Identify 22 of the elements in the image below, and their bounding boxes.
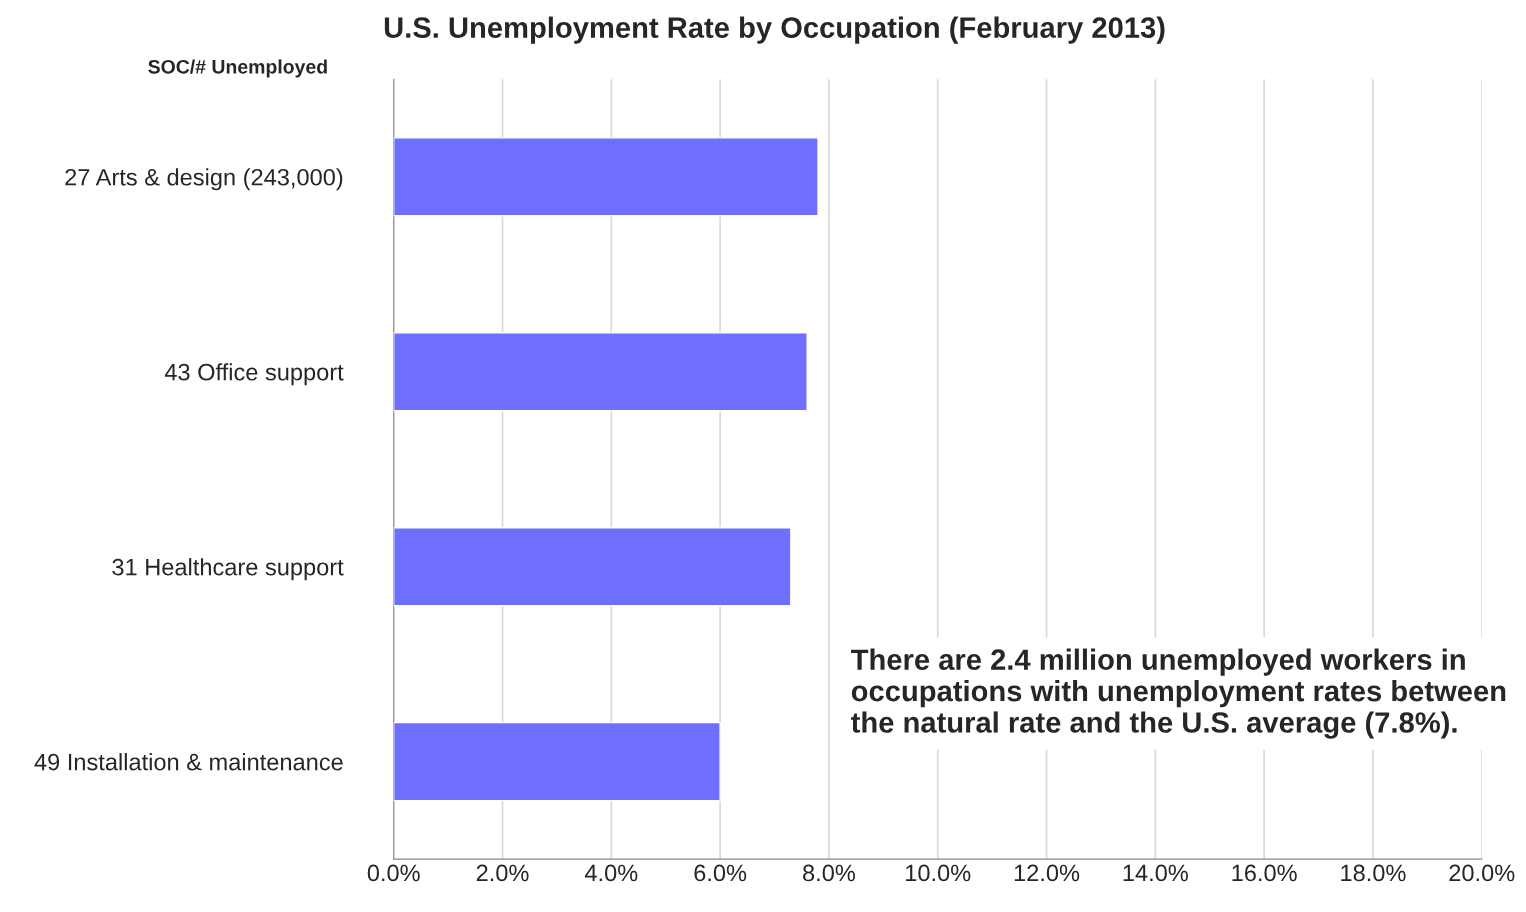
y-tick-label: 27 Arts & design (243,000)	[65, 168, 343, 191]
x-tick-label: 10.0%	[906, 864, 971, 882]
x-tick-label: 0.0%	[367, 864, 420, 882]
y-tick-label: 43 Office support	[164, 363, 344, 386]
annotation: There are 2.4 million unemployed workers in occupations with unemployment rates between the natural rate and the U.S. average (7.8%).	[851, 648, 1506, 739]
y-tick-label: 31 Healthcare support	[112, 558, 344, 581]
bar	[393, 721, 721, 802]
y-axis-title: SOC/# Unemployed	[148, 59, 327, 78]
x-tick-label: 4.0%	[584, 864, 638, 882]
y-tick-label: 49 Installation & maintenance	[34, 753, 343, 771]
bar	[393, 137, 819, 217]
x-tick-label: 2.0%	[476, 864, 529, 882]
x-tick-label: 18.0%	[1341, 864, 1406, 882]
chart-title: U.S. Unemployment Rate by Occupation (February 2013)	[384, 16, 1165, 44]
x-tick-label: 16.0%	[1232, 864, 1297, 882]
x-tick-label: 20.0%	[1449, 864, 1515, 882]
bar	[393, 332, 808, 412]
x-tick-label: 6.0%	[694, 864, 747, 882]
x-tick-label: 12.0%	[1014, 864, 1080, 882]
bar	[393, 527, 792, 607]
x-tick-label: 14.0%	[1123, 864, 1188, 882]
x-tick-label: 8.0%	[803, 864, 855, 882]
